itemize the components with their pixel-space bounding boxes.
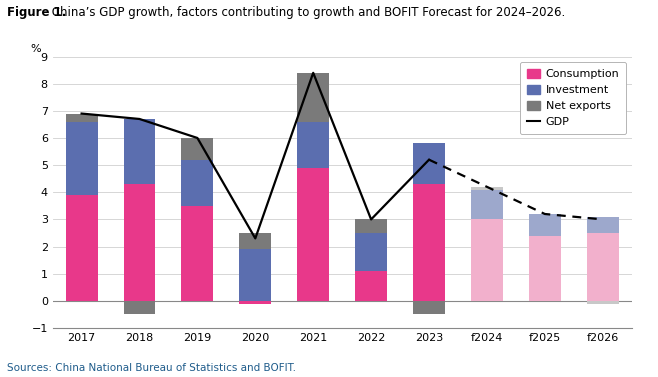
Text: Sources: China National Bureau of Statistics and BOFIT.: Sources: China National Bureau of Statis… [7, 363, 295, 373]
Bar [355, 271, 387, 301]
Bar [182, 138, 213, 160]
Bar [587, 233, 619, 301]
Bar [124, 119, 155, 184]
Bar [66, 122, 97, 195]
Bar [240, 233, 271, 249]
Bar [297, 122, 329, 168]
Bar [471, 219, 503, 301]
Text: Figure 1.: Figure 1. [7, 6, 66, 18]
Bar [529, 214, 561, 236]
Bar [124, 184, 155, 301]
Bar [297, 168, 329, 301]
Bar [529, 236, 561, 301]
Bar [587, 301, 619, 303]
Legend: Consumption, Investment, Net exports, GDP: Consumption, Investment, Net exports, GD… [520, 62, 626, 134]
Bar [413, 143, 445, 184]
Bar [471, 190, 503, 219]
Bar [587, 217, 619, 233]
Text: China’s GDP growth, factors contributing to growth and BOFIT Forecast for 2024–2: China’s GDP growth, factors contributing… [48, 6, 565, 18]
Bar [66, 113, 97, 122]
Bar [240, 249, 271, 301]
Bar [182, 160, 213, 206]
Text: %: % [30, 44, 41, 54]
Bar [355, 233, 387, 271]
Bar [413, 184, 445, 301]
Bar [240, 301, 271, 303]
Bar [297, 73, 329, 122]
Bar [413, 301, 445, 314]
Bar [182, 206, 213, 301]
Bar [124, 301, 155, 314]
Bar [471, 187, 503, 190]
Bar [355, 219, 387, 233]
Bar [66, 195, 97, 301]
